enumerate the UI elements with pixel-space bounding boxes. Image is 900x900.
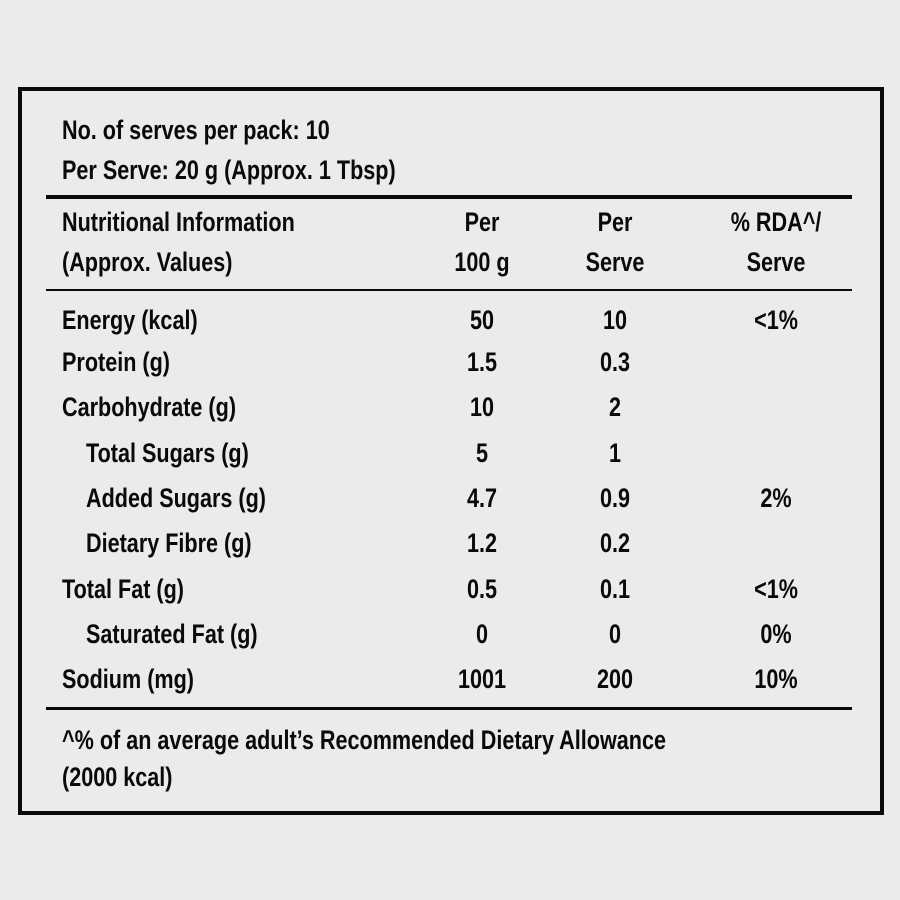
row-rda: <1% [754,305,798,335]
row-label: Carbohydrate (g) [62,392,237,422]
footnote-line1: ^% of an average adult’s Recommended Die… [62,725,666,755]
divider [46,707,852,710]
row-rda: <1% [754,574,798,604]
row-per-100g: 4.7 [466,483,498,513]
row-rda: 10% [754,664,798,694]
header-rda-line1: % RDA^/ [730,207,822,237]
serves-per-pack: No. of serves per pack: 10 [62,115,330,145]
row-label: Total Fat (g) [62,574,184,604]
row-per-serve: 0.3 [599,347,631,377]
row-label: Protein (g) [62,347,170,377]
footnote-line2: (2000 kcal) [62,762,173,792]
row-per-serve: 0.9 [599,483,631,513]
row-label: Dietary Fibre (g) [86,528,252,558]
nutrition-label-frame [18,87,884,815]
row-per-serve: 2 [608,392,622,422]
row-per-100g: 50 [469,305,495,335]
per-serve-size: Per Serve: 20 g (Approx. 1 Tbsp) [62,155,396,185]
row-per-100g: 1.5 [466,347,498,377]
header-per100-line1: Per [464,207,500,237]
row-per-serve: 0.2 [599,528,631,558]
header-perserve-line2: Serve [585,247,645,277]
row-per-100g: 5 [475,438,489,468]
divider [46,289,852,291]
row-rda: 0% [760,619,792,649]
row-per-100g: 10 [469,392,495,422]
row-per-100g: 0 [475,619,489,649]
header-per100-line2: 100 g [454,247,510,277]
row-per-100g: 1.2 [466,528,498,558]
header-approx-values: (Approx. Values) [62,247,233,277]
row-rda: 2% [760,483,792,513]
header-rda-line2: Serve [746,247,806,277]
row-label: Energy (kcal) [62,305,198,335]
row-per-serve: 200 [596,664,634,694]
row-label: Sodium (mg) [62,664,194,694]
divider [46,195,852,199]
header-perserve-line1: Per [597,207,633,237]
row-per-serve: 1 [608,438,622,468]
row-per-100g: 1001 [457,664,507,694]
row-label: Saturated Fat (g) [86,619,258,649]
row-per-100g: 0.5 [466,574,498,604]
row-per-serve: 0.1 [599,574,631,604]
row-label: Added Sugars (g) [86,483,267,513]
row-per-serve: 0 [608,619,622,649]
header-nutritional-info: Nutritional Information [62,207,295,237]
row-label: Total Sugars (g) [86,438,249,468]
row-per-serve: 10 [602,305,628,335]
